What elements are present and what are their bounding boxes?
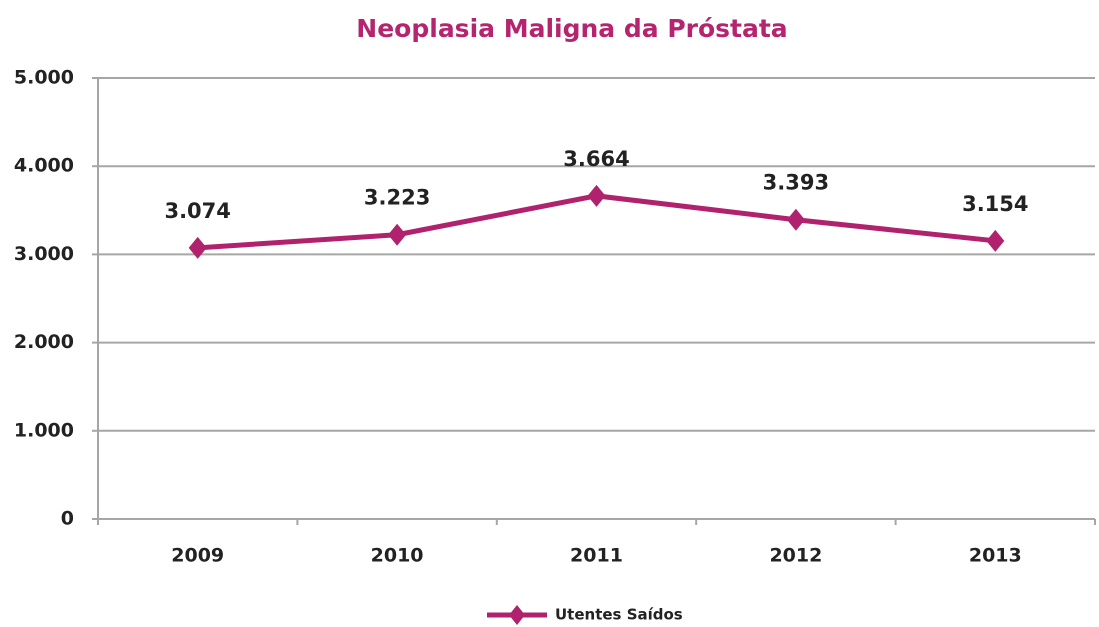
data-point <box>388 223 407 246</box>
data-point <box>786 208 805 231</box>
y-tick-label: 1.000 <box>14 419 74 441</box>
data-label: 3.223 <box>364 186 430 210</box>
data-label: 3.154 <box>962 192 1028 216</box>
y-tick-label: 4.000 <box>14 155 74 177</box>
y-tick-label: 0 <box>61 508 74 530</box>
data-label: 3.074 <box>164 199 230 223</box>
data-point <box>188 236 207 259</box>
y-tick-label: 5.000 <box>14 67 74 89</box>
y-tick-label: 2.000 <box>14 331 74 353</box>
x-tick-label: 2013 <box>969 545 1022 567</box>
x-tick-label: 2012 <box>769 545 822 567</box>
legend-marker <box>509 605 525 625</box>
data-point <box>587 184 606 207</box>
data-point <box>986 229 1005 252</box>
y-tick-label: 3.000 <box>14 243 74 265</box>
x-tick-label: 2011 <box>570 545 623 567</box>
x-tick-label: 2010 <box>371 545 424 567</box>
data-label: 3.393 <box>763 171 829 195</box>
legend-label: Utentes Saídos <box>555 606 683 624</box>
chart-title: Neoplasia Maligna da Próstata <box>356 14 787 43</box>
data-label: 3.664 <box>563 147 629 171</box>
x-tick-label: 2009 <box>171 545 224 567</box>
